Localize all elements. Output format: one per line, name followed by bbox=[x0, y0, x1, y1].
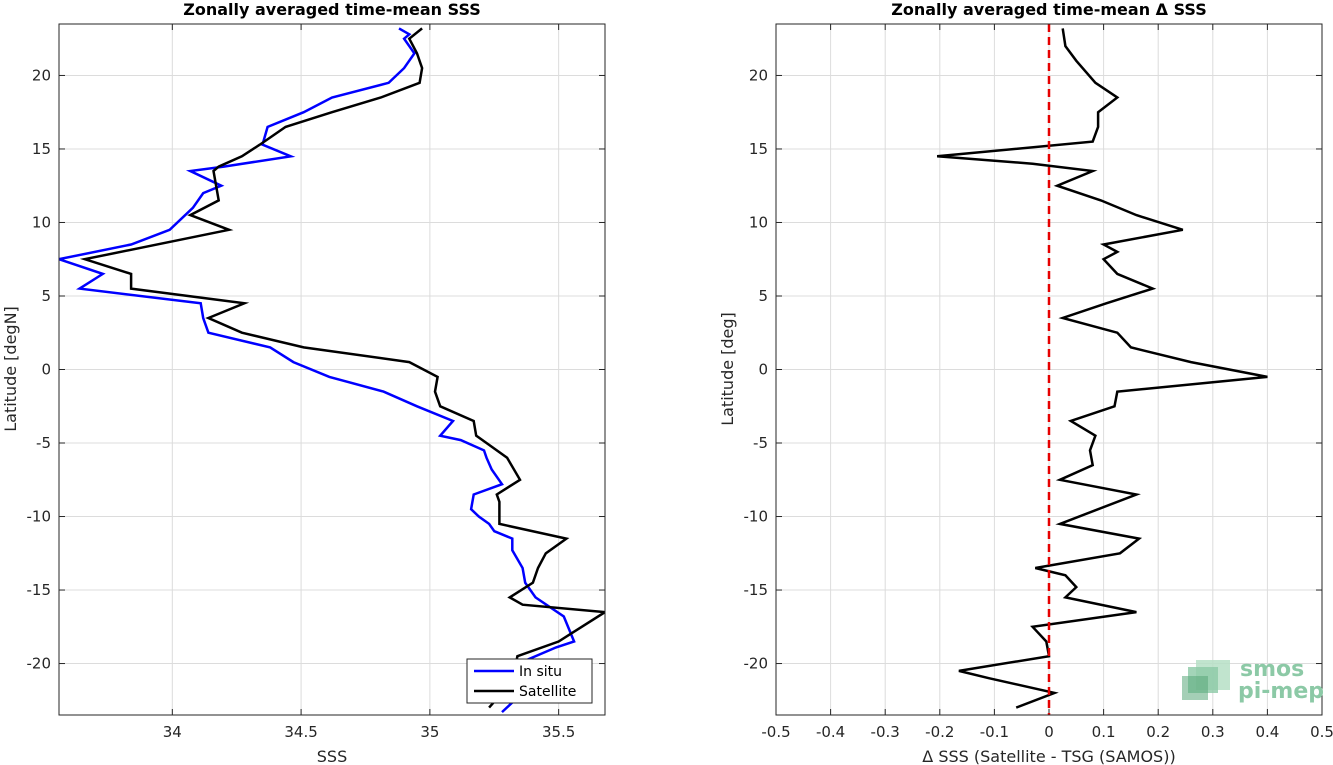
left-x-tick-label: 35 bbox=[420, 723, 439, 741]
right-y-tick-label: 15 bbox=[749, 140, 768, 158]
left-x-tick-label: 34.5 bbox=[284, 723, 317, 741]
left-y-tick-label: 0 bbox=[41, 361, 51, 379]
right-x-tick-label: 0 bbox=[1044, 723, 1054, 741]
right-y-axis-label: Latitude [deg] bbox=[718, 312, 737, 426]
right-x-tick-label: 0.2 bbox=[1146, 723, 1170, 741]
left-series-line-satellite bbox=[79, 27, 605, 709]
legend-box bbox=[466, 658, 593, 704]
left-y-axis-label: Latitude [degN] bbox=[1, 306, 20, 432]
legend-label-satellite: Satellite bbox=[519, 684, 576, 700]
left-axes-box bbox=[58, 23, 606, 716]
right-y-tick-label: -20 bbox=[744, 655, 769, 673]
legend-label-in-situ: In situ bbox=[519, 664, 562, 680]
left-chart-panel: -20 -15 -10 -5 0 5 10 15 20 34 34.5 35 35.5 Zonally… bbox=[1, 0, 606, 765]
right-x-tick-label: 0.5 bbox=[1310, 723, 1333, 741]
left-x-tick-label: 34 bbox=[163, 723, 182, 741]
logo-text-line2: pi-mep bbox=[1238, 679, 1324, 704]
left-y-tick-label: -10 bbox=[27, 508, 52, 526]
right-chart-panel: -20 -15 -10 -5 0 5 10 15 20 -0.5 -0.4 -0.3 -0.2 -0.1… bbox=[718, 0, 1333, 765]
left-y-tick-labels: -20 -15 -10 -5 0 5 10 15 20 bbox=[27, 66, 52, 672]
right-y-tick-label: 5 bbox=[758, 287, 768, 305]
left-series-group bbox=[59, 27, 605, 714]
left-y-tick-label: -15 bbox=[27, 581, 52, 599]
right-y-tick-label: 10 bbox=[749, 213, 768, 231]
right-x-tick-labels: -0.5 -0.4 -0.3 -0.2 -0.1 0 0.1 0.2 0.3 0.4 0.5 bbox=[761, 723, 1333, 741]
left-y-tick-label: -20 bbox=[27, 655, 52, 673]
left-series-line-in-situ bbox=[59, 27, 576, 714]
right-chart-title: Zonally averaged time-mean Δ SSS bbox=[891, 0, 1207, 19]
left-y-tick-label: 5 bbox=[41, 287, 51, 305]
right-y-tick-label: 20 bbox=[749, 66, 768, 84]
right-x-tick-label: -0.4 bbox=[816, 723, 845, 741]
right-axes-box bbox=[775, 23, 1323, 716]
logo-wave-icon bbox=[1182, 660, 1230, 700]
smos-pi-mep-logo: smos pi-mep bbox=[1182, 657, 1324, 704]
legend: In situ Satellite bbox=[466, 658, 593, 704]
left-y-tick-label: 15 bbox=[32, 140, 51, 158]
right-x-tick-label: -0.1 bbox=[980, 723, 1009, 741]
left-x-axis-label: SSS bbox=[317, 747, 347, 765]
logo-text-line1: smos bbox=[1240, 657, 1304, 682]
left-y-tick-label: 20 bbox=[32, 66, 51, 84]
right-series-line-delta-sss bbox=[936, 28, 1268, 709]
right-x-axis-label: Δ SSS (Satellite - TSG (SAMOS)) bbox=[922, 747, 1175, 765]
right-x-tick-label: 0.3 bbox=[1201, 723, 1225, 741]
left-chart-title: Zonally averaged time-mean SSS bbox=[183, 0, 481, 19]
right-y-tick-label: -15 bbox=[744, 581, 769, 599]
left-x-tick-labels: 34 34.5 35 35.5 bbox=[163, 723, 576, 741]
right-y-tick-labels: -20 -15 -10 -5 0 5 10 15 20 bbox=[744, 66, 769, 672]
left-x-tick-label: 35.5 bbox=[542, 723, 575, 741]
right-x-tick-label: 0.1 bbox=[1092, 723, 1116, 741]
right-series-group bbox=[936, 28, 1268, 709]
right-x-tick-label: -0.5 bbox=[761, 723, 790, 741]
right-x-tick-label: 0.4 bbox=[1255, 723, 1279, 741]
right-y-tick-label: -5 bbox=[753, 434, 768, 452]
left-y-tick-label: 10 bbox=[32, 213, 51, 231]
right-y-tick-label: -10 bbox=[744, 508, 769, 526]
right-x-tick-label: -0.2 bbox=[925, 723, 954, 741]
left-y-tick-label: -5 bbox=[36, 434, 51, 452]
right-x-tick-label: -0.3 bbox=[871, 723, 900, 741]
right-y-tick-label: 0 bbox=[758, 361, 768, 379]
